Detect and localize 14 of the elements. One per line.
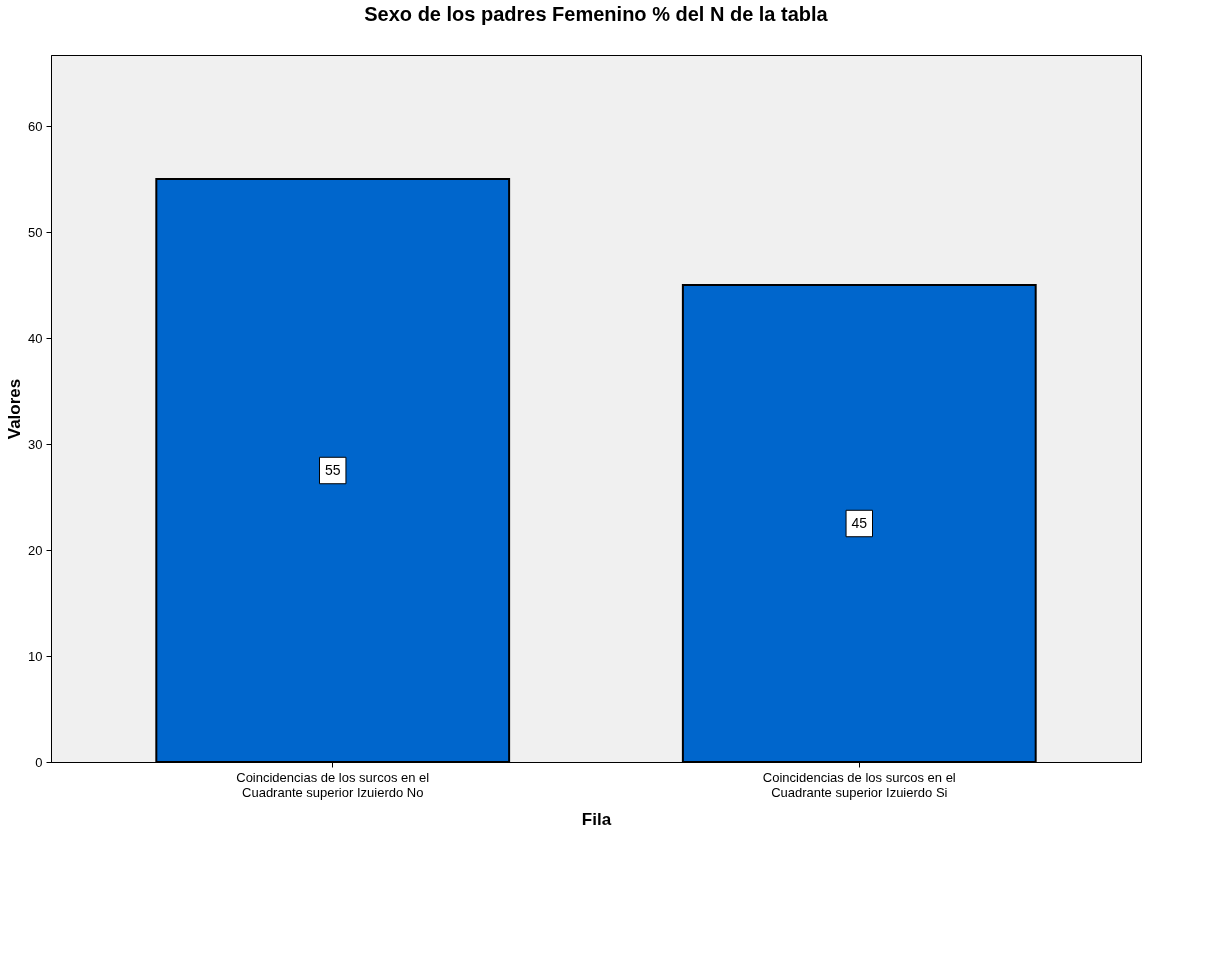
data-label: 45 — [851, 514, 868, 531]
x-axis-title: Fila — [581, 809, 612, 829]
y-tick-label: 0 — [35, 754, 43, 770]
data-label: 55 — [324, 461, 341, 478]
y-tick-label: 40 — [28, 330, 43, 346]
y-tick-label: 10 — [28, 648, 43, 664]
x-tick-label: Coincidencias de los surcos en el Cuadrante superior Izuierdo No — [236, 769, 430, 800]
y-tick-label: 30 — [28, 436, 43, 452]
y-axis-title: Valores — [5, 378, 25, 440]
y-tick-label: 60 — [28, 118, 43, 134]
y-tick-label: 50 — [28, 224, 43, 240]
y-tick-label: 20 — [28, 542, 43, 558]
x-tick-label: Coincidencias de los surcos en el Cuadrante superior Izuierdo Si — [762, 769, 956, 800]
chart-title: Sexo de los padres Femenino % del N de la tabla — [364, 3, 829, 25]
